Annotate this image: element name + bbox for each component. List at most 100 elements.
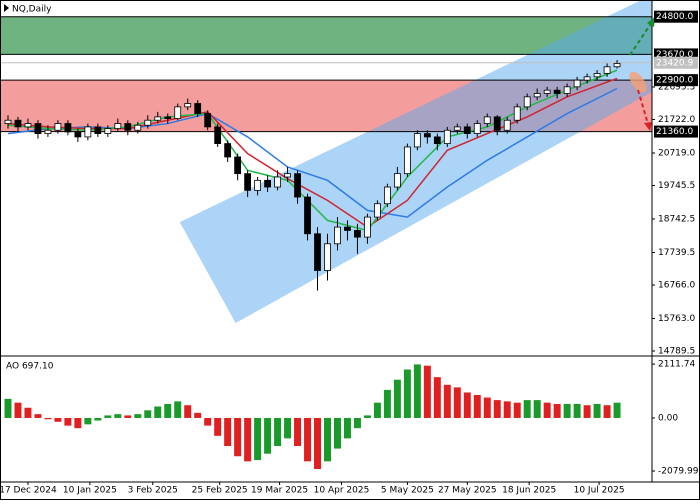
candle-body [214, 126, 222, 145]
candle-body [264, 179, 271, 188]
oscillator-label: AO 697.10 [6, 362, 54, 372]
osc-bar [553, 403, 561, 418]
candle-body [493, 116, 501, 131]
candle [533, 88, 541, 101]
candle [294, 170, 301, 204]
osc-bar [154, 406, 162, 418]
candle-body [334, 226, 341, 245]
osc-bar [254, 417, 262, 461]
candle [154, 111, 162, 124]
osc-bar [34, 414, 42, 418]
osc-bar [74, 417, 82, 429]
osc-bar [483, 397, 491, 418]
candle [543, 86, 551, 97]
x-tick-label: 19 Mar 2025 [251, 486, 308, 496]
candle [84, 123, 92, 141]
osc-bar [563, 403, 571, 418]
y-tick-label: 20719.0 [658, 148, 695, 158]
candle [593, 70, 601, 81]
candle [284, 166, 291, 183]
candle-body [463, 126, 471, 134]
candle [553, 86, 561, 99]
osc-bar [144, 410, 152, 418]
osc-bar [383, 389, 391, 418]
candle-body [294, 173, 301, 198]
x-tick-label: 25 Feb 2025 [192, 486, 248, 496]
candle [384, 183, 391, 208]
candle-body [344, 226, 351, 231]
candle [94, 123, 102, 137]
candle [164, 113, 172, 124]
osc-bar [363, 415, 371, 418]
candle-body [274, 176, 281, 188]
candle-body [503, 119, 511, 131]
osc-tick-label: 0.00 [658, 413, 678, 423]
osc-bar [573, 403, 581, 418]
level-label: 21360.0 [656, 127, 693, 137]
x-tick-label: 10 Jul 2025 [574, 486, 625, 496]
candle-body [603, 66, 611, 74]
candle [613, 60, 621, 69]
candle [503, 116, 511, 134]
osc-bar [134, 414, 142, 418]
candle-body [533, 93, 541, 98]
osc-bar [164, 403, 172, 418]
candle [104, 125, 112, 137]
osc-bar [463, 392, 471, 418]
candle-body [94, 126, 102, 134]
candle [244, 170, 252, 198]
chart-title: NQ,Daily [12, 5, 52, 15]
candle [174, 103, 182, 121]
bull-arrow-head [647, 17, 655, 27]
candle-body [573, 79, 581, 88]
candle-body [314, 233, 321, 271]
osc-bar [403, 369, 411, 418]
osc-bar [513, 402, 521, 418]
candle-body [483, 116, 491, 124]
y-tick-label: 21722.0 [658, 115, 695, 125]
candle-body [144, 119, 152, 126]
osc-tick-label: -2079.99 [658, 467, 699, 477]
marks-layer [4, 60, 621, 469]
osc-bar [14, 402, 22, 418]
osc-bar [473, 395, 481, 418]
candle-body [423, 133, 431, 138]
osc-bar [613, 402, 621, 418]
osc-bar [274, 417, 282, 447]
level-label: 23420.9 [656, 58, 693, 68]
forecast-marker [629, 71, 647, 93]
candle-body [164, 116, 172, 119]
x-tick-label: 17 Dec 2024 [0, 486, 57, 496]
candle-body [523, 96, 531, 108]
level-label-box [654, 10, 698, 23]
candle [603, 63, 611, 77]
candle-body [84, 126, 92, 138]
y-tick-label: 18742.5 [658, 214, 695, 224]
osc-bar [94, 417, 102, 421]
candle [224, 140, 232, 162]
bear-arrow [637, 89, 649, 125]
x-tick-label: 3 Feb 2025 [128, 486, 178, 496]
candle-body [354, 230, 361, 238]
candle [124, 120, 132, 136]
candle-body [443, 129, 451, 145]
candle [34, 120, 42, 139]
candle [274, 170, 281, 191]
candle-body [613, 63, 621, 68]
osc-bar [54, 417, 62, 422]
candle [493, 115, 501, 136]
osc-bar [214, 417, 222, 436]
candle [44, 125, 52, 137]
osc-bar [413, 364, 421, 418]
candle-body [453, 126, 461, 131]
osc-bar [24, 407, 32, 418]
y-tick-label: 15763.0 [658, 314, 695, 324]
osc-bar [393, 379, 401, 418]
candle [144, 115, 152, 129]
level-label: 24800.0 [656, 12, 693, 22]
osc-tick-label: 2111.74 [658, 360, 695, 370]
forecast-arrows [629, 17, 655, 131]
candle [114, 118, 122, 132]
osc-bar [324, 417, 331, 462]
